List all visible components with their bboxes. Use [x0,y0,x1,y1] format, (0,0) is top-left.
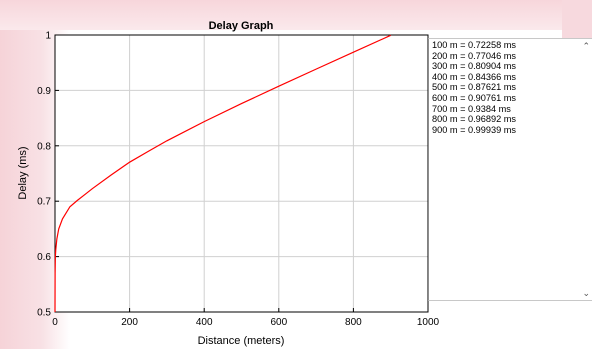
list-item[interactable]: 400 m = 0.84366 ms [432,71,517,82]
list-item[interactable]: 500 m = 0.87621 ms [432,82,517,93]
y-tick-label: 1 [45,31,51,42]
list-item[interactable]: 800 m = 0.96892 ms [432,114,517,125]
list-item[interactable]: 600 m = 0.90761 ms [432,92,517,103]
grid-lines [55,35,428,312]
scroll-up-icon[interactable]: ⌃ [582,41,590,51]
x-tick-label: 200 [121,317,138,328]
x-axis-label: Distance (meters) [198,335,285,347]
y-tick-label: 0.5 [37,308,51,319]
y-tick-label: 0.9 [37,86,51,97]
list-item[interactable]: 300 m = 0.80904 ms [432,61,517,72]
results-list: 100 m = 0.72258 ms 200 m = 0.77046 ms 300 … [429,40,516,135]
listbox-scrollbar[interactable]: ⌃ ⌄ [580,39,592,300]
y-tick-label: 0.8 [37,141,51,152]
x-tick-label: 1000 [417,317,440,328]
x-tick-label: 600 [270,317,287,328]
results-listbox[interactable]: 100 m = 0.72258 ms 200 m = 0.77046 ms 300 … [428,38,592,301]
x-tick-label: 800 [345,317,362,328]
y-tick-label: 0.7 [37,197,51,208]
list-item[interactable]: 200 m = 0.77046 ms [432,50,517,61]
window-background-top [0,0,592,30]
list-item[interactable]: 100 m = 0.72258 ms [432,40,517,50]
axis-ticks: 0 200 400 600 800 1000 0.5 0.6 0.7 0.8 0.9 1 [37,31,439,329]
list-item[interactable]: 900 m = 0.99939 ms [432,124,517,135]
plot-area [55,35,428,312]
x-tick-label: 400 [196,317,213,328]
list-item[interactable]: 700 m = 0.9384 ms [432,103,511,114]
x-tick-label: 0 [52,317,58,328]
y-axis-label: Delay (ms) [17,146,29,199]
chart-title: Delay Graph [209,20,274,32]
scroll-down-icon[interactable]: ⌄ [582,288,590,298]
delay-curve [54,34,391,313]
y-tick-label: 0.6 [37,252,51,263]
